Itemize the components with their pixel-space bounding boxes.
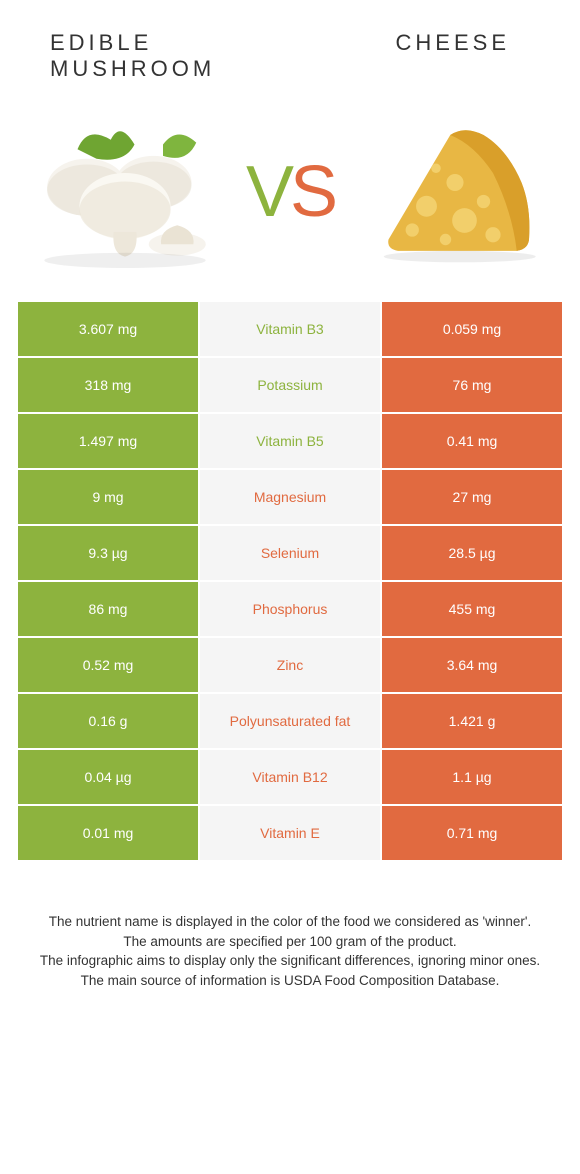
nutrient-name-cell: Vitamin B5 [200, 414, 382, 468]
nutrient-row: 9.3 µgSelenium28.5 µg [18, 526, 562, 582]
right-value-cell: 0.059 mg [382, 302, 562, 356]
mushroom-image [30, 112, 220, 272]
left-value-cell: 0.04 µg [18, 750, 200, 804]
left-value-cell: 1.497 mg [18, 414, 200, 468]
vs-row: VS [0, 92, 580, 302]
nutrient-name-cell: Phosphorus [200, 582, 382, 636]
nutrient-row: 9 mgMagnesium27 mg [18, 470, 562, 526]
left-value-cell: 9.3 µg [18, 526, 200, 580]
nutrient-row: 3.607 mgVitamin B30.059 mg [18, 302, 562, 358]
nutrient-name-cell: Potassium [200, 358, 382, 412]
footer-line-2: The amounts are specified per 100 gram o… [30, 932, 550, 952]
left-value-cell: 318 mg [18, 358, 200, 412]
footer: The nutrient name is displayed in the co… [0, 862, 580, 990]
nutrient-row: 0.04 µgVitamin B121.1 µg [18, 750, 562, 806]
nutrient-name-cell: Zinc [200, 638, 382, 692]
footer-line-4: The main source of information is USDA F… [30, 971, 550, 991]
nutrient-table: 3.607 mgVitamin B30.059 mg318 mgPotassiu… [0, 302, 580, 862]
footer-line-3: The infographic aims to display only the… [30, 951, 550, 971]
nutrient-row: 86 mgPhosphorus455 mg [18, 582, 562, 638]
right-food-title: CHEESE [280, 30, 510, 56]
nutrient-name-cell: Vitamin B12 [200, 750, 382, 804]
nutrient-row: 0.01 mgVitamin E0.71 mg [18, 806, 562, 862]
footer-line-1: The nutrient name is displayed in the co… [30, 912, 550, 932]
header-left: EDIBLE MUSHROOM [50, 30, 280, 82]
right-value-cell: 76 mg [382, 358, 562, 412]
left-value-cell: 9 mg [18, 470, 200, 524]
right-value-cell: 0.71 mg [382, 806, 562, 860]
vs-label: VS [246, 151, 334, 233]
left-value-cell: 0.52 mg [18, 638, 200, 692]
nutrient-name-cell: Magnesium [200, 470, 382, 524]
cheese-image [360, 112, 550, 272]
nutrient-row: 1.497 mgVitamin B50.41 mg [18, 414, 562, 470]
right-value-cell: 3.64 mg [382, 638, 562, 692]
nutrient-name-cell: Vitamin E [200, 806, 382, 860]
right-value-cell: 27 mg [382, 470, 562, 524]
header-right: CHEESE [280, 30, 530, 82]
right-value-cell: 1.1 µg [382, 750, 562, 804]
left-value-cell: 86 mg [18, 582, 200, 636]
nutrient-row: 0.16 gPolyunsaturated fat1.421 g [18, 694, 562, 750]
header: EDIBLE MUSHROOM CHEESE [0, 0, 580, 92]
left-value-cell: 0.01 mg [18, 806, 200, 860]
right-value-cell: 28.5 µg [382, 526, 562, 580]
left-food-title: EDIBLE MUSHROOM [50, 30, 280, 82]
nutrient-name-cell: Selenium [200, 526, 382, 580]
vs-v-letter: V [246, 151, 290, 233]
nutrient-row: 318 mgPotassium76 mg [18, 358, 562, 414]
right-value-cell: 1.421 g [382, 694, 562, 748]
right-value-cell: 0.41 mg [382, 414, 562, 468]
left-value-cell: 0.16 g [18, 694, 200, 748]
right-value-cell: 455 mg [382, 582, 562, 636]
nutrient-row: 0.52 mgZinc3.64 mg [18, 638, 562, 694]
nutrient-name-cell: Polyunsaturated fat [200, 694, 382, 748]
vs-s-letter: S [290, 151, 334, 233]
left-value-cell: 3.607 mg [18, 302, 200, 356]
nutrient-name-cell: Vitamin B3 [200, 302, 382, 356]
